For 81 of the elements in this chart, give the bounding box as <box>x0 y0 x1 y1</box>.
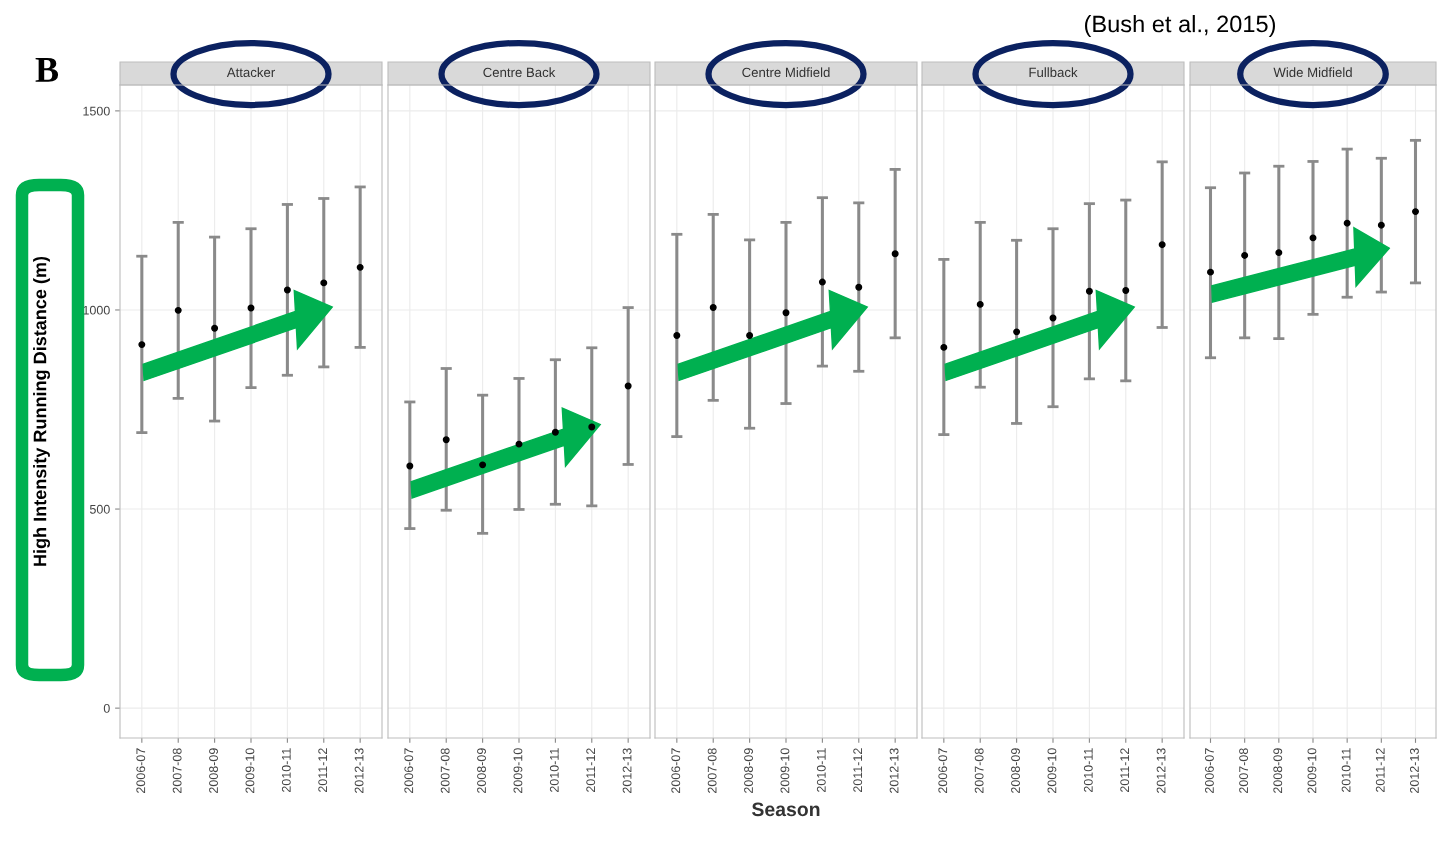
y-tick-label: 500 <box>89 504 110 514</box>
x-tick-label: 2010-11 <box>549 748 559 793</box>
y-tick-label: 0 <box>103 703 110 713</box>
x-tick-label: 2010-11 <box>281 748 291 793</box>
x-tick-label: 2006-07 <box>671 748 681 793</box>
chart-title: Centre Midfield <box>742 67 830 78</box>
point <box>1122 286 1130 294</box>
point <box>1207 268 1214 276</box>
y-tick-label: 1000 <box>83 305 110 315</box>
x-tick-label: 2006-07 <box>136 748 146 793</box>
x-tick-label: 2010-11 <box>1083 748 1093 793</box>
text: B <box>35 58 59 82</box>
x-tick-label: 2008-09 <box>209 748 218 793</box>
x-tick-label: 2008-09 <box>1011 748 1020 793</box>
point <box>1275 249 1283 257</box>
point <box>479 461 487 469</box>
x-tick-label: 2007-08 <box>1239 748 1249 793</box>
x-tick-label: 2012-13 <box>1410 748 1419 793</box>
point <box>356 263 364 271</box>
x-tick-label: 2007-08 <box>974 748 984 793</box>
point <box>855 283 863 291</box>
x-tick-label: 2009-10 <box>513 748 523 793</box>
x-tick-label: 2006-07 <box>1205 748 1214 793</box>
chart-title: Wide Midfield <box>1273 67 1352 78</box>
point <box>976 300 984 308</box>
x-tick-label: 2006-07 <box>404 748 414 793</box>
x-tick-label: 2011-12 <box>586 748 596 793</box>
point <box>515 440 523 448</box>
chart-title: Centre Back <box>483 67 556 78</box>
x-tick-label: 2008-09 <box>744 748 753 793</box>
point <box>138 341 146 349</box>
x-tick-label: 2008-09 <box>477 748 486 793</box>
point <box>1412 208 1419 216</box>
chart-title: Fullback <box>1029 67 1078 78</box>
x-tick-label: 2006-07 <box>938 748 948 793</box>
point <box>406 462 414 470</box>
x-tick-label: 2007-08 <box>440 748 450 793</box>
point <box>746 331 754 339</box>
point <box>320 279 328 287</box>
point <box>624 382 632 390</box>
chart-title: Attacker <box>226 67 275 78</box>
x-tick-label: 2009-10 <box>780 748 790 793</box>
point <box>1158 241 1166 249</box>
x-tick-label: 2007-08 <box>172 748 182 793</box>
x-axis-title: Season <box>751 802 820 817</box>
x-tick-label: 2009-10 <box>1307 748 1317 793</box>
x-tick-label: 2012-13 <box>622 748 632 793</box>
point <box>442 436 450 444</box>
point <box>1085 287 1093 295</box>
x-tick-label: 2011-12 <box>318 748 328 793</box>
x-tick-label: 2007-08 <box>707 748 717 793</box>
point <box>551 428 559 436</box>
x-tick-label: 2012-13 <box>1156 748 1166 793</box>
x-tick-label: 2010-11 <box>1341 748 1351 793</box>
point <box>891 250 899 258</box>
point <box>174 306 182 314</box>
point <box>709 304 717 312</box>
point <box>1343 219 1351 227</box>
point <box>1013 328 1021 336</box>
x-tick-label: 2008-09 <box>1273 748 1283 793</box>
point <box>782 309 790 317</box>
point <box>211 324 219 332</box>
point <box>588 423 596 431</box>
point <box>1377 221 1385 229</box>
point <box>283 286 291 294</box>
text: (Bush et al., 2015) <box>1085 15 1276 37</box>
point <box>1241 251 1249 259</box>
x-tick-label: 2011-12 <box>1375 748 1385 793</box>
point <box>818 278 826 286</box>
x-tick-label: 2010-11 <box>816 748 826 793</box>
x-tick-label: 2012-13 <box>889 748 899 793</box>
x-tick-label: 2011-12 <box>853 748 863 793</box>
x-tick-label: 2009-10 <box>1047 748 1057 793</box>
point <box>673 331 681 339</box>
x-tick-label: 2012-13 <box>354 748 364 793</box>
y-axis-title: High Intensity Running Distance (m) <box>33 256 50 566</box>
y-tick-label: 1500 <box>83 106 110 116</box>
point <box>1309 234 1317 242</box>
point <box>940 343 948 351</box>
x-tick-label: 2009-10 <box>245 748 255 793</box>
x-tick-label: 2011-12 <box>1120 748 1130 793</box>
